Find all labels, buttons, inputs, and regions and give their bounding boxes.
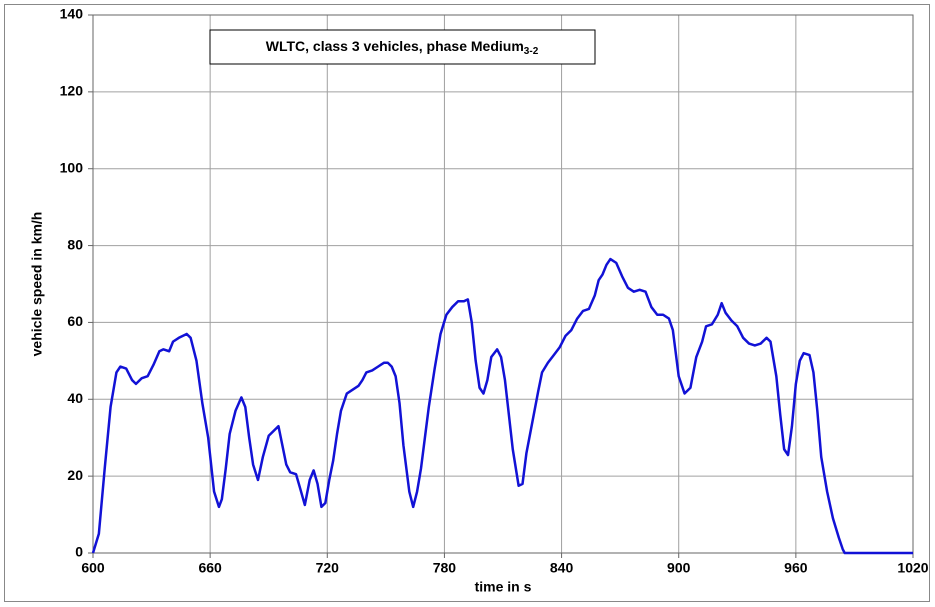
- y-axis-label: vehicle speed in km/h: [29, 212, 45, 357]
- chart-title: WLTC, class 3 vehicles, phase Medium3-2: [266, 38, 539, 57]
- y-tick-label: 60: [67, 313, 83, 329]
- grid: [92, 14, 914, 554]
- y-tick-label: 100: [60, 159, 84, 175]
- y-tick-label: 140: [60, 6, 84, 22]
- line-series: [91, 257, 913, 555]
- x-tick-label: 660: [198, 560, 222, 576]
- x-tick-label: 1020: [897, 560, 928, 576]
- x-tick-label: 960: [784, 560, 808, 576]
- y-tick-label: 40: [67, 390, 83, 406]
- y-tick-label: 120: [60, 83, 84, 99]
- title-box: [209, 29, 596, 65]
- x-tick-label: 780: [433, 560, 457, 576]
- chart-frame: [4, 4, 930, 602]
- x-tick-label: 900: [667, 560, 691, 576]
- x-tick-label: 840: [550, 560, 574, 576]
- y-tick-label: 0: [75, 544, 83, 560]
- x-axis-label: time in s: [475, 579, 532, 595]
- plot-frame: [92, 14, 914, 554]
- y-tick-label: 20: [67, 467, 83, 483]
- x-tick-label: 720: [316, 560, 340, 576]
- x-tick-label: 600: [81, 560, 105, 576]
- y-tick-label: 80: [67, 236, 83, 252]
